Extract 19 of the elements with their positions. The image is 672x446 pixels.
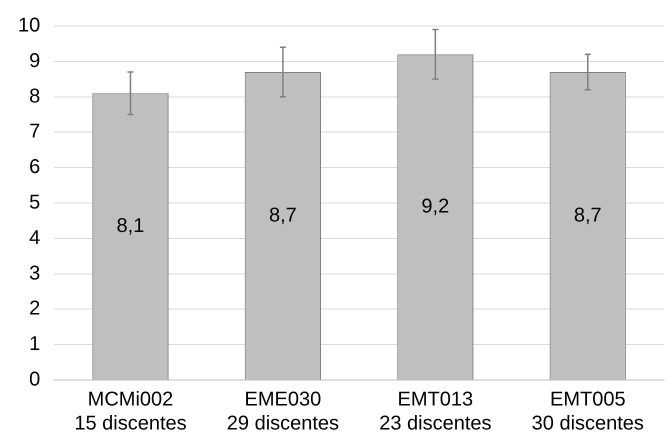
y-tick-label: 3 [29,262,40,284]
y-tick-label: 0 [29,368,40,391]
data-label: 8,1 [116,215,144,238]
x-tick-label: EMT013 23 discentes [379,388,492,435]
data-label: 9,2 [421,196,450,218]
y-tick-label: 9 [29,50,40,72]
y-tick-label: 4 [29,226,40,249]
y-tick-label: 7 [29,120,40,143]
y-tick-label: 6 [29,156,40,178]
x-tick-label: EMT005 30 discentes [532,388,644,435]
y-tick-label: 10 [18,14,40,37]
y-tick-label: 8 [29,85,40,108]
data-label: 8,7 [269,204,297,227]
x-tick-label: EME030 29 discentes [226,388,340,435]
y-tick-label: 2 [29,298,40,320]
y-tick-label: 1 [29,333,40,356]
data-label: 8,7 [574,204,602,227]
x-tick-label: MCMi002 15 discentes [74,388,187,435]
y-tick-label: 5 [29,192,40,214]
